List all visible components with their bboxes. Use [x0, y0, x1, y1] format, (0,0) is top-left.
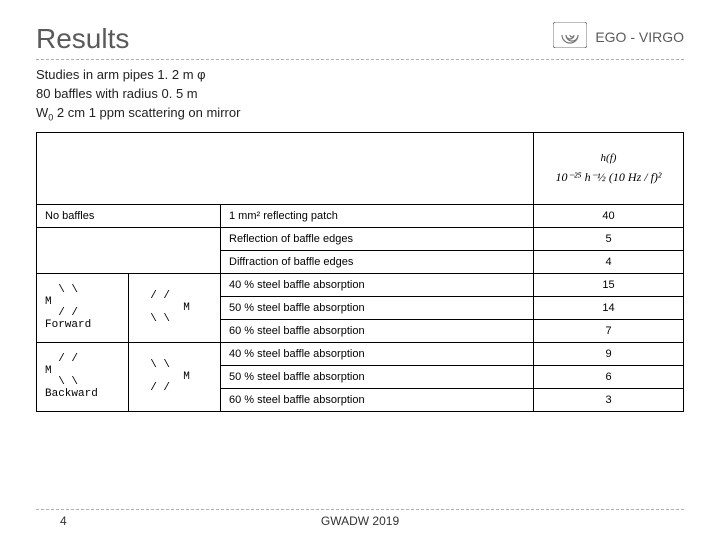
desc-cell: 50 % steel baffle absorption	[221, 366, 534, 389]
no-baffles-label: No baffles	[37, 205, 221, 228]
study-text: Studies in arm pipes 1. 2 m	[36, 67, 197, 82]
table-header-row: h(f) 10⁻²⁵ h⁻½ (10 Hz / f)²	[37, 133, 684, 205]
page-title: Results	[36, 23, 129, 55]
footer-divider	[36, 509, 684, 510]
footer-row: 4 GWADW 2019	[36, 514, 684, 528]
conference-label: GWADW 2019	[321, 514, 399, 528]
brand-text: EGO - VIRGO	[595, 29, 684, 45]
value-cell: 15	[534, 274, 684, 297]
desc-cell: 60 % steel baffle absorption	[221, 389, 534, 412]
formula-hf: h(f)	[542, 152, 675, 164]
desc-cell: Diffraction of baffle edges	[221, 251, 534, 274]
backward-diagram-right: \ \ M / /	[129, 343, 221, 412]
header: Results EGO - VIRGO	[36, 22, 684, 55]
phi-symbol: φ	[197, 67, 205, 82]
desc-cell: 50 % steel baffle absorption	[221, 297, 534, 320]
study-parameters: Studies in arm pipes 1. 2 m φ 80 baffles…	[36, 66, 684, 124]
table-row: \ \ M / / Forward / / M \ \ 40 % steel b…	[37, 274, 684, 297]
study-line-3: W0 2 cm 1 ppm scattering on mirror	[36, 104, 684, 125]
footer: 4 GWADW 2019	[36, 509, 684, 528]
desc-cell: 40 % steel baffle absorption	[221, 343, 534, 366]
results-table: h(f) 10⁻²⁵ h⁻½ (10 Hz / f)² No baffles 1…	[36, 132, 684, 412]
spiral-icon	[553, 22, 587, 51]
desc-cell: Reflection of baffle edges	[221, 228, 534, 251]
value-cell: 40	[534, 205, 684, 228]
formula-header: h(f) 10⁻²⁵ h⁻½ (10 Hz / f)²	[534, 133, 684, 205]
empty-header	[37, 133, 534, 205]
brand-block: EGO - VIRGO	[553, 22, 684, 51]
page-number: 4	[60, 514, 67, 528]
study-text: 2 cm 1 ppm scattering on mirror	[53, 105, 240, 120]
study-line-2: 80 baffles with radius 0. 5 m	[36, 85, 684, 104]
value-cell: 6	[534, 366, 684, 389]
header-divider	[36, 59, 684, 60]
empty-cell	[37, 228, 221, 274]
value-cell: 14	[534, 297, 684, 320]
table-row: / / M \ \ Backward \ \ M / / 40 % steel …	[37, 343, 684, 366]
desc-cell: 60 % steel baffle absorption	[221, 320, 534, 343]
table-row: No baffles 1 mm² reflecting patch 40	[37, 205, 684, 228]
w-symbol: W	[36, 105, 48, 120]
value-cell: 7	[534, 320, 684, 343]
value-cell: 3	[534, 389, 684, 412]
value-cell: 9	[534, 343, 684, 366]
table-row: Reflection of baffle edges 5	[37, 228, 684, 251]
value-cell: 5	[534, 228, 684, 251]
value-cell: 4	[534, 251, 684, 274]
forward-diagram-left: \ \ M / / Forward	[37, 274, 129, 343]
backward-diagram-left: / / M \ \ Backward	[37, 343, 129, 412]
study-line-1: Studies in arm pipes 1. 2 m φ	[36, 66, 684, 85]
formula-expression: 10⁻²⁵ h⁻½ (10 Hz / f)²	[542, 170, 675, 185]
desc-cell: 40 % steel baffle absorption	[221, 274, 534, 297]
forward-diagram-right: / / M \ \	[129, 274, 221, 343]
desc-cell: 1 mm² reflecting patch	[221, 205, 534, 228]
